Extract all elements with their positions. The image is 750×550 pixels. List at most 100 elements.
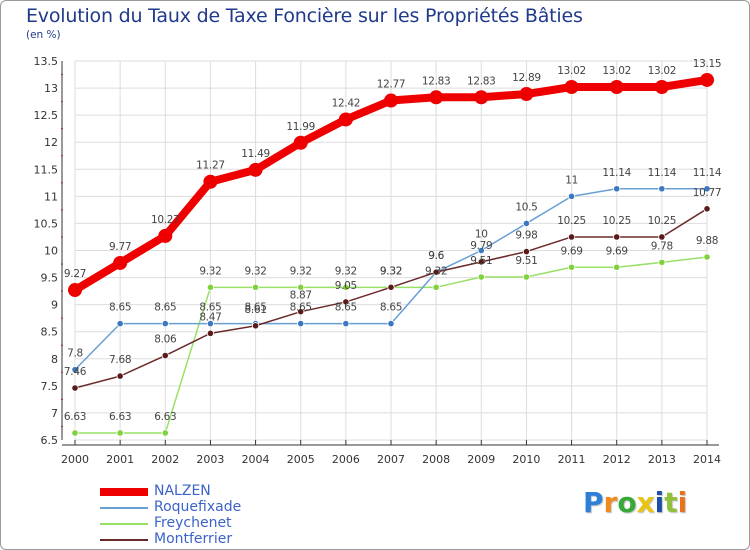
y-tick-label: 8: [51, 353, 58, 366]
y-tick-label: 13: [44, 82, 58, 95]
y-tick-label: 11: [44, 190, 58, 203]
data-label-roquefixade: 11: [565, 174, 578, 186]
data-point-nalzen: [113, 255, 128, 270]
data-label-freychenet: 9.69: [606, 245, 628, 257]
logo-letter: i: [654, 486, 665, 519]
data-label-roquefixade: 8.65: [199, 302, 221, 314]
data-label-nalzen: 11.27: [196, 160, 225, 172]
data-point-montferrier: [703, 205, 711, 213]
data-point-roquefixade: [206, 319, 215, 328]
data-label-freychenet: 9.32: [199, 265, 221, 277]
data-label-roquefixade: 7.8: [67, 348, 83, 360]
data-point-nalzen: [519, 87, 534, 102]
data-label-montferrier: 10.25: [648, 215, 677, 227]
y-tick-label: 13.5: [34, 55, 59, 68]
x-tick-label: 2001: [106, 453, 134, 466]
x-tick-label: 2003: [196, 453, 224, 466]
data-label-nalzen: 13.15: [693, 58, 722, 70]
data-label-roquefixade: 8.65: [335, 302, 357, 314]
chart-title: Evolution du Taux de Taxe Foncière sur l…: [26, 5, 583, 27]
x-tick-label: 2002: [151, 453, 179, 466]
data-point-freychenet: [297, 283, 305, 291]
data-point-freychenet: [567, 263, 576, 271]
x-tick-label: 2006: [332, 453, 360, 466]
data-point-roquefixade: [658, 185, 666, 193]
data-label-roquefixade: 8.65: [154, 302, 176, 314]
data-point-nalzen: [384, 93, 398, 108]
data-label-nalzen: 11.49: [241, 148, 270, 160]
proxiti-logo: Proxiti: [583, 486, 687, 519]
data-point-montferrier: [71, 384, 79, 392]
data-point-montferrier: [342, 298, 350, 306]
data-label-roquefixade: 11.14: [648, 167, 677, 179]
data-label-freychenet: 9.51: [515, 255, 537, 267]
data-point-freychenet: [703, 253, 711, 261]
data-label-freychenet: 6.63: [64, 411, 86, 423]
data-point-nalzen: [474, 90, 489, 105]
data-label-roquefixade: 8.65: [380, 302, 402, 314]
data-label-freychenet: 9.32: [335, 265, 357, 277]
data-point-montferrier: [206, 329, 215, 337]
data-point-montferrier: [387, 283, 395, 291]
data-label-freychenet: 9.51: [470, 255, 492, 267]
y-tick-label: 9: [51, 299, 58, 312]
data-label-montferrier: 8.87: [290, 290, 312, 302]
data-point-montferrier: [567, 233, 576, 241]
data-point-nalzen: [429, 90, 444, 105]
data-point-freychenet: [613, 263, 621, 271]
logo-letter: t: [664, 486, 678, 519]
logo-letter: P: [583, 486, 604, 519]
data-label-nalzen: 9.27: [64, 268, 86, 280]
data-point-montferrier: [161, 351, 169, 360]
data-label-freychenet: 9.32: [290, 265, 312, 277]
data-label-freychenet: 9.32: [244, 265, 266, 277]
data-point-freychenet: [477, 273, 485, 281]
data-point-montferrier: [251, 322, 260, 330]
data-label-montferrier: 9.79: [470, 240, 492, 252]
data-label-freychenet: 9.32: [425, 265, 447, 277]
data-label-nalzen: 13.02: [557, 65, 586, 77]
legend-label: Freychenet: [154, 515, 232, 531]
legend-label: NALZEN: [154, 483, 211, 499]
data-label-roquefixade: 11.14: [602, 167, 631, 179]
legend-label: Roquefixade: [154, 499, 242, 515]
data-label-montferrier: 8.61: [244, 304, 266, 316]
data-point-montferrier: [477, 258, 485, 266]
data-label-montferrier: 8.06: [154, 334, 177, 346]
data-label-montferrier: 10.25: [557, 215, 586, 227]
data-label-roquefixade: 10.5: [515, 201, 537, 213]
data-label-nalzen: 12.83: [422, 75, 451, 87]
x-tick-label: 2013: [648, 453, 676, 466]
y-tick-label: 6.5: [41, 434, 59, 447]
data-point-montferrier: [658, 233, 666, 241]
data-point-montferrier: [613, 233, 621, 241]
data-point-freychenet: [116, 429, 124, 437]
data-point-roquefixade: [116, 319, 124, 328]
data-point-roquefixade: [567, 192, 576, 200]
data-point-freychenet: [658, 258, 666, 267]
data-label-nalzen: 13.02: [648, 65, 677, 77]
data-point-freychenet: [432, 283, 440, 291]
data-point-nalzen: [609, 79, 624, 94]
data-point-freychenet: [342, 283, 350, 291]
data-label-roquefixade: 11.14: [693, 167, 722, 179]
data-point-montferrier: [522, 247, 531, 256]
y-tick-label: 10: [44, 245, 58, 258]
data-label-montferrier: 8.47: [199, 311, 221, 323]
data-point-roquefixade: [522, 219, 531, 228]
data-point-montferrier: [432, 268, 440, 276]
legend-swatch: [100, 488, 148, 496]
data-point-roquefixade: [613, 185, 621, 193]
y-tick-label: 10.5: [34, 217, 59, 230]
data-point-freychenet: [71, 429, 79, 437]
data-label-freychenet: 9.32: [380, 265, 402, 277]
data-point-roquefixade: [297, 319, 305, 328]
data-point-nalzen: [654, 79, 669, 94]
data-label-freychenet: 6.63: [154, 411, 176, 423]
y-tick-label: 9.5: [41, 272, 59, 285]
data-label-nalzen: 12.42: [332, 97, 361, 109]
data-point-nalzen: [68, 283, 82, 298]
y-tick-label: 8.5: [41, 326, 59, 339]
data-point-montferrier: [116, 372, 124, 380]
